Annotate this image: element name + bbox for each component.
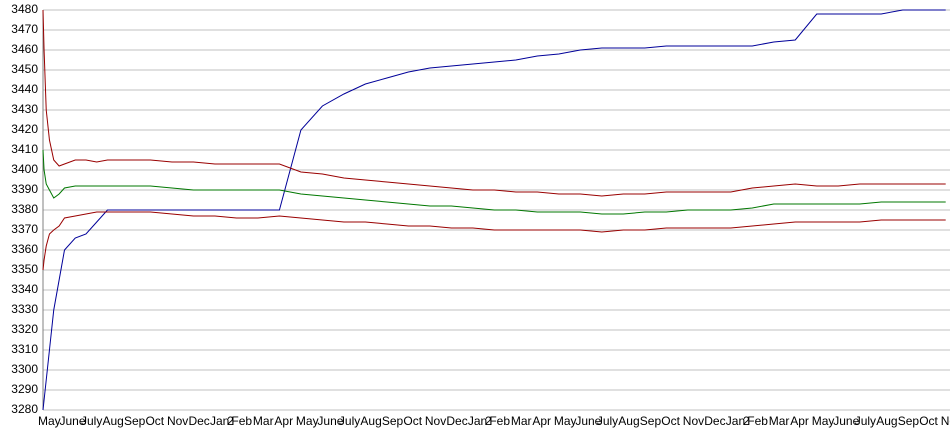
x-tick-label: Apr	[532, 414, 551, 428]
y-tick-label: 3470	[11, 22, 38, 36]
series-line	[42, 211, 946, 271]
x-tick-label: Nov	[941, 414, 950, 428]
x-tick-label: June	[59, 414, 85, 428]
x-tick-label: Feb	[231, 414, 252, 428]
x-tick-label: 2	[485, 414, 492, 428]
y-tick-label: 3350	[11, 262, 38, 276]
x-tick-label: Oct	[919, 414, 938, 428]
x-tick-label: Mar	[769, 414, 790, 428]
y-tick-label: 3340	[11, 282, 38, 296]
x-tick-label: July	[597, 414, 618, 428]
y-tick-label: 3380	[11, 202, 38, 216]
y-tick-label: 3440	[11, 82, 38, 96]
x-tick-label: Aug	[360, 414, 381, 428]
x-tick-label: Oct	[403, 414, 422, 428]
x-tick-label: July	[855, 414, 876, 428]
x-tick-label: Apr	[790, 414, 809, 428]
y-tick-label: 3430	[11, 102, 38, 116]
x-tick-label: June	[833, 414, 859, 428]
series-line	[42, 9, 946, 411]
x-tick-label: Nov	[425, 414, 446, 428]
y-tick-label: 3420	[11, 122, 38, 136]
y-tick-label: 3460	[11, 42, 38, 56]
series-line	[42, 9, 946, 197]
y-tick-label: 3410	[11, 142, 38, 156]
y-tick-label: 3370	[11, 222, 38, 236]
x-tick-label: Feb	[489, 414, 510, 428]
x-tick-label: Apr	[274, 414, 293, 428]
x-tick-label: Aug	[618, 414, 639, 428]
y-tick-label: 3450	[11, 62, 38, 76]
x-tick-label: Sep	[640, 414, 662, 428]
x-tick-label: Feb	[747, 414, 768, 428]
x-tick-label: Sep	[382, 414, 404, 428]
x-tick-label: Mar	[253, 414, 274, 428]
y-tick-label: 3320	[11, 322, 38, 336]
x-tick-label: Dec	[704, 414, 725, 428]
x-tick-label: Oct	[661, 414, 680, 428]
y-tick-label: 3400	[11, 162, 38, 176]
x-tick-label: Mar	[511, 414, 532, 428]
x-tick-label: Jan	[726, 414, 745, 428]
y-tick-label: 3300	[11, 362, 38, 376]
y-tick-label: 3310	[11, 342, 38, 356]
x-tick-label: Dec	[446, 414, 467, 428]
y-tick-label: 3290	[11, 382, 38, 396]
x-tick-label: Jan	[210, 414, 229, 428]
x-tick-label: Nov	[683, 414, 704, 428]
x-tick-label: May	[296, 414, 319, 428]
x-tick-label: Sep	[898, 414, 920, 428]
x-tick-label: May	[38, 414, 61, 428]
y-tick-label: 3360	[11, 242, 38, 256]
y-tick-label: 3480	[11, 2, 38, 16]
y-tick-label: 3280	[11, 402, 38, 416]
x-tick-label: Nov	[167, 414, 188, 428]
x-tick-label: 2	[227, 414, 234, 428]
x-tick-label: Dec	[188, 414, 209, 428]
x-tick-label: 2	[743, 414, 750, 428]
x-tick-label: Sep	[124, 414, 146, 428]
x-tick-label: Aug	[102, 414, 123, 428]
x-tick-label: July	[81, 414, 102, 428]
x-tick-label: Aug	[876, 414, 897, 428]
x-tick-label: May	[812, 414, 835, 428]
y-tick-label: 3390	[11, 182, 38, 196]
x-tick-label: May	[554, 414, 577, 428]
x-tick-label: Oct	[145, 414, 164, 428]
x-tick-label: June	[317, 414, 343, 428]
series-line	[42, 149, 946, 215]
y-tick-label: 3330	[11, 302, 38, 316]
x-tick-label: June	[575, 414, 601, 428]
x-tick-label: July	[339, 414, 360, 428]
x-tick-label: Jan	[468, 414, 487, 428]
